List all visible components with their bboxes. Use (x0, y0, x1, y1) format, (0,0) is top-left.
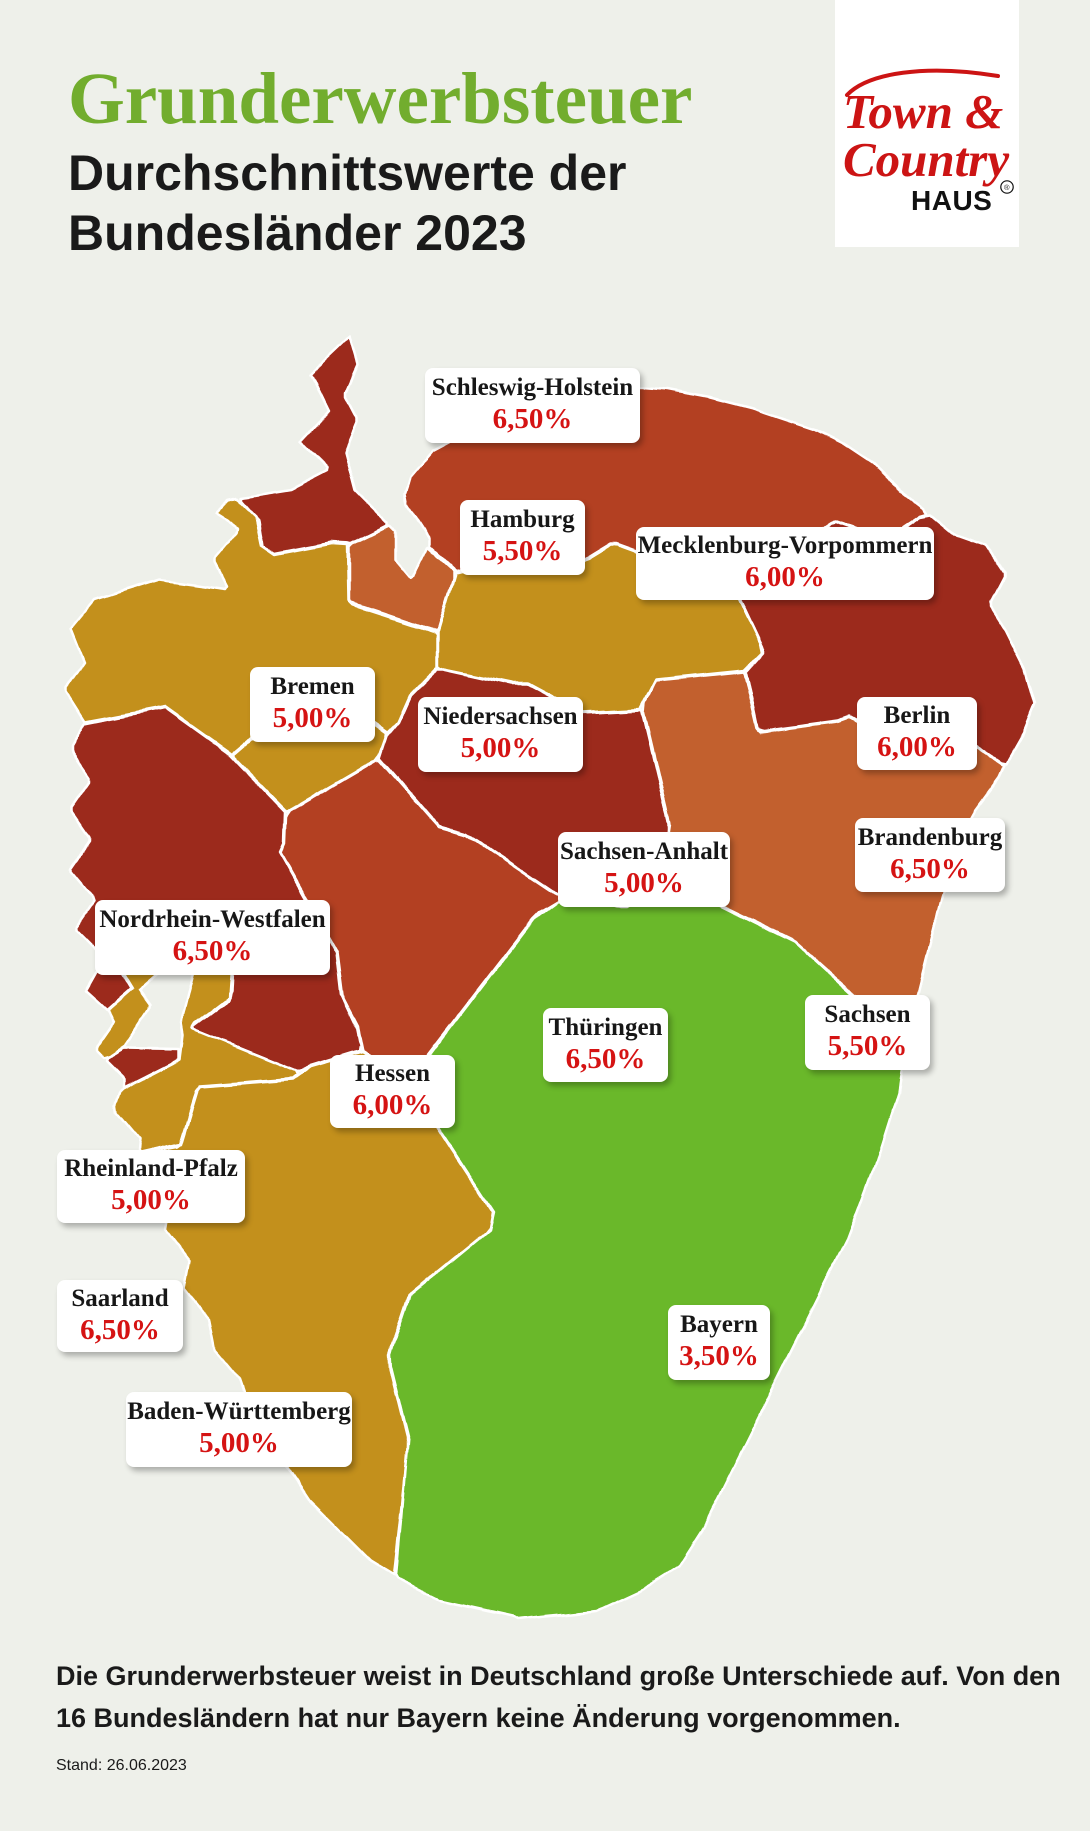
svg-text:®: ® (1004, 183, 1010, 192)
svg-text:HAUS: HAUS (911, 185, 992, 216)
svg-text:Town &: Town & (843, 84, 1003, 139)
svg-text:Country: Country (843, 132, 1009, 187)
